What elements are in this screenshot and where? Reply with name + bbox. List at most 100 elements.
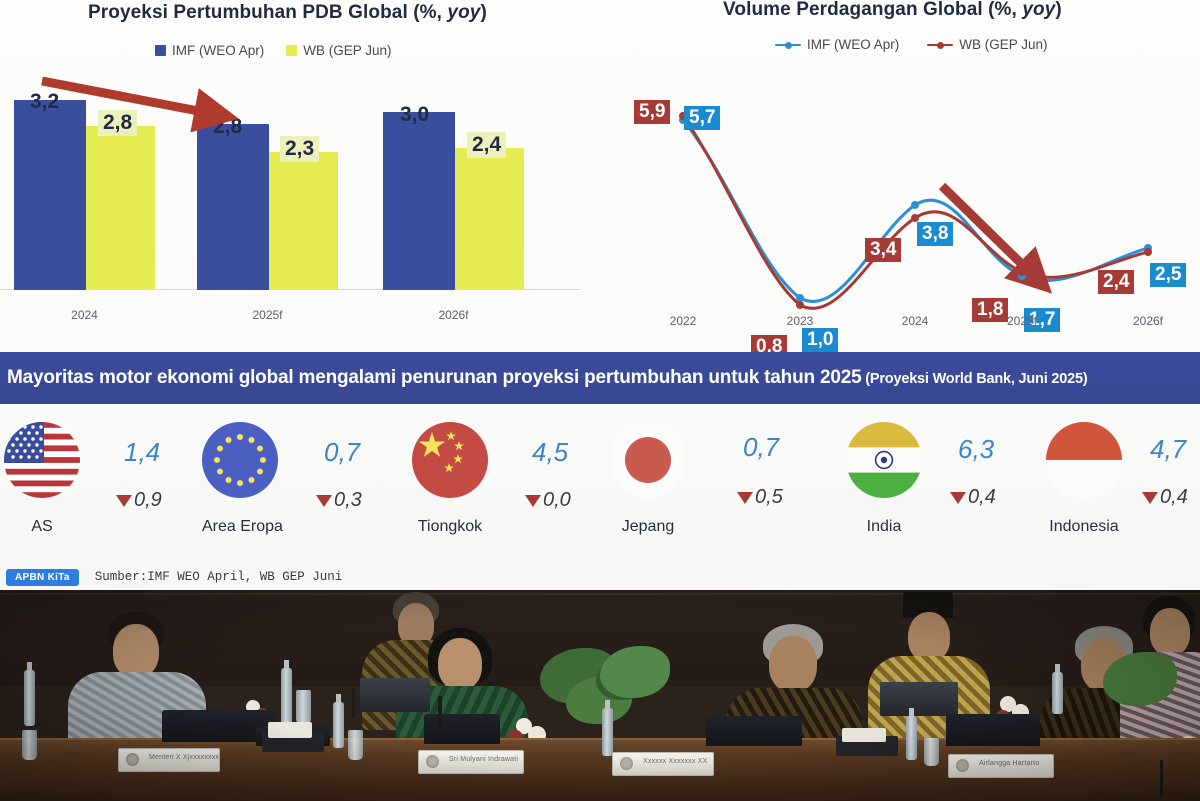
line-value-imf-2024: 3,8 — [917, 222, 954, 246]
headline-sub: (Proyeksi World Bank, Juni 2025) — [861, 371, 1088, 387]
nameplate-text-3: Xxxxxx Xxxxxxx XX — [643, 758, 708, 765]
line-chart: 5,9 5,7 0,8 1,0 3,4 3,8 1,8 1,7 2,4 2,5 … — [610, 58, 1200, 359]
bar-wb-2024 — [86, 126, 155, 290]
down-triangle-icon — [950, 492, 966, 504]
country-card-indonesia: Indonesia 4,7 0,4 — [1046, 410, 1200, 560]
photo-glass-3 — [348, 730, 363, 760]
line-xlabel-2024: 2024 — [901, 314, 929, 328]
line-xlabel-2022: 2022 — [669, 314, 697, 328]
us-flag-icon — [4, 422, 80, 498]
country-name-as: AS — [31, 518, 53, 535]
photo-bottle-5 — [906, 708, 917, 760]
line-value-imf-2025: 1,7 — [1024, 308, 1061, 332]
photo-wall-seam — [0, 593, 1200, 595]
line-value-wb-2025: 1,8 — [972, 298, 1009, 322]
nameplate-text-1: Menteri X Xjxxxxxxxx — [149, 754, 220, 761]
line-xlabel-2026: 2026f — [1132, 314, 1164, 328]
photo-bottle-3 — [333, 694, 344, 748]
line-value-wb-2022: 5,9 — [634, 100, 671, 124]
down-triangle-icon — [316, 495, 332, 507]
line-point-imf-2022 — [679, 116, 687, 124]
line-chart-title: Volume Perdagangan Global (%, yoy) — [723, 0, 1062, 20]
photo-nameplate-1: Menteri X Xjxxxxxxxx — [118, 748, 220, 772]
line-xlabel-2025: 2025f — [1006, 314, 1038, 328]
country-card-india: India 6,3 0,4 — [846, 410, 1036, 560]
country-value-area-eropa: 0,7 — [324, 437, 361, 467]
bar-value-imf-2024: 3,2 — [30, 90, 60, 113]
country-card-tiongkok: Tiongkok 4,5 0,0 — [412, 410, 602, 560]
legend-item-imf-line: IMF (WEO Apr) — [775, 37, 899, 52]
bar-value-imf-2025: 2,8 — [213, 115, 243, 138]
legend-item-imf: IMF (WEO Apr) — [155, 43, 264, 58]
legend-label-imf-line: IMF (WEO Apr) — [807, 37, 900, 52]
line-point-wb-2022 — [679, 112, 687, 120]
bar-imf-2026 — [383, 112, 455, 290]
headline-banner-text: Mayoritas motor ekonomi global mengalami… — [0, 367, 1088, 389]
line-point-imf-2025 — [1018, 272, 1026, 280]
legend-item-wb-line: WB (GEP Jun) — [927, 37, 1048, 52]
country-value-tiongkok: 4,5 — [532, 437, 569, 467]
bar-wb-2026 — [455, 148, 524, 290]
line-point-wb-2024 — [911, 214, 919, 222]
photo-laptop-3 — [424, 714, 500, 744]
indonesia-flag-icon — [1046, 422, 1122, 498]
line-point-wb-2023 — [796, 301, 804, 309]
photo-bottle-1 — [24, 662, 35, 726]
nameplate-text-4: Airlangga Hartarto — [979, 760, 1040, 767]
bar-value-wb-2026: 2,4 — [467, 132, 507, 158]
bar-wb-2025 — [269, 152, 338, 290]
line-point-imf-2023 — [796, 294, 804, 302]
ministry-seal-icon — [126, 753, 139, 766]
line-point-wb-2025 — [1018, 268, 1026, 276]
line-value-imf-2023: 1,0 — [802, 328, 839, 352]
line-chart-legend: IMF (WEO Apr) WB (GEP Jun) — [775, 37, 1048, 52]
legend-swatch-imf — [155, 45, 166, 56]
legend-swatch-wb — [286, 45, 298, 56]
projected-slide: Proyeksi Pertumbuhan PDB Global (%, yoy)… — [0, 0, 1200, 590]
photo-mic-2 — [352, 688, 355, 718]
headline-banner: Mayoritas motor ekonomi global mengalami… — [0, 352, 1200, 404]
ministry-seal-icon — [426, 755, 439, 768]
bar-value-wb-2025: 2,3 — [280, 136, 320, 162]
bar-xlabel-2024: 2024 — [71, 308, 98, 322]
down-triangle-icon — [116, 495, 132, 507]
down-triangle-icon — [737, 492, 753, 504]
country-delta-india: 0,4 — [950, 486, 996, 509]
photo-laptop-5 — [880, 682, 958, 716]
bar-value-imf-2026: 3,0 — [400, 103, 430, 126]
eu-flag-icon — [202, 422, 278, 498]
bar-chart: 3,2 2,8 2024 2,8 2,3 2025f 3,0 2,4 2026f — [0, 62, 580, 330]
country-delta-as: 0,9 — [116, 489, 162, 512]
photo-tissue-2 — [842, 728, 886, 742]
ministry-seal-icon — [620, 757, 633, 770]
india-flag-icon — [846, 422, 922, 498]
country-delta-jepang: 0,5 — [737, 486, 783, 509]
country-card-jepang: Jepang 0,7 0,5 — [610, 410, 800, 560]
nameplate-text-2: Sri Mulyani Indrawati — [449, 756, 519, 763]
country-name-indonesia: Indonesia — [1049, 518, 1119, 535]
photo-plant-right-2 — [600, 646, 670, 698]
country-name-area-eropa: Area Eropa — [202, 518, 283, 535]
country-card-area-eropa: Area Eropa 0,7 0,3 — [202, 410, 392, 560]
photo-glass-2 — [296, 690, 311, 724]
japan-flag-icon — [610, 422, 686, 498]
headline-main: Mayoritas motor ekonomi global mengalami… — [7, 367, 862, 388]
country-value-as: 1,4 — [124, 437, 161, 467]
legend-item-wb: WB (GEP Jun) — [286, 43, 392, 58]
photo-bottle-2 — [281, 660, 292, 726]
photo-laptop-6 — [946, 714, 1040, 746]
country-card-as: AS 1,4 0,9 — [4, 410, 194, 560]
country-name-jepang: Jepang — [621, 518, 675, 535]
country-name-india: India — [866, 518, 902, 535]
photo-plant-right — [1103, 652, 1177, 706]
bar-value-wb-2024: 2,8 — [98, 110, 138, 136]
slide-footer: APBN KiTa Sumber:IMF WEO April, WB GEP J… — [0, 564, 1200, 590]
photo-laptop-4 — [706, 716, 802, 746]
down-triangle-icon — [525, 495, 541, 507]
country-growth-strip: AS 1,4 0,9 Area — [0, 410, 1200, 560]
apbn-kita-badge: APBN KiTa — [6, 568, 79, 586]
line-value-wb-2026: 2,4 — [1098, 270, 1135, 294]
photo-nameplate-4: Airlangga Hartarto — [948, 754, 1054, 778]
bar-xlabel-2025: 2025f — [252, 308, 283, 322]
down-triangle-icon — [1142, 492, 1158, 504]
